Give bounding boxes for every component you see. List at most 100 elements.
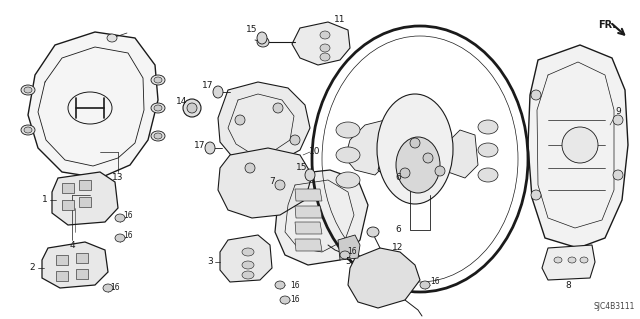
Ellipse shape [290,135,300,145]
Polygon shape [338,235,360,260]
Text: 16: 16 [347,248,357,256]
Ellipse shape [400,168,410,178]
Text: FR.: FR. [598,20,616,30]
Polygon shape [52,172,118,225]
Ellipse shape [257,32,267,44]
Text: 2: 2 [29,263,35,272]
Polygon shape [220,235,272,282]
Text: 8: 8 [565,280,571,290]
Polygon shape [42,242,108,288]
Ellipse shape [568,257,576,263]
Polygon shape [295,206,322,218]
Ellipse shape [367,227,379,237]
Ellipse shape [275,180,285,190]
Ellipse shape [115,234,125,242]
Ellipse shape [423,153,433,163]
Ellipse shape [336,122,360,138]
Ellipse shape [280,296,290,304]
Ellipse shape [187,103,197,113]
Ellipse shape [213,86,223,98]
Ellipse shape [613,170,623,180]
Text: 17: 17 [195,140,205,150]
Polygon shape [345,120,395,175]
Text: 17: 17 [202,80,214,90]
Ellipse shape [24,87,32,93]
Ellipse shape [531,190,541,200]
Text: SJC4B3111: SJC4B3111 [594,302,635,311]
Polygon shape [295,222,322,234]
Text: 15: 15 [296,164,308,173]
Polygon shape [528,45,628,248]
Text: 16: 16 [430,278,440,286]
Polygon shape [79,180,91,190]
Ellipse shape [21,125,35,135]
Ellipse shape [24,127,32,133]
Ellipse shape [115,214,125,222]
Ellipse shape [275,281,285,289]
Text: 6: 6 [395,226,401,234]
Text: 7: 7 [269,177,275,187]
Polygon shape [295,189,322,201]
Ellipse shape [340,251,350,259]
Ellipse shape [21,85,35,95]
Text: 16: 16 [290,280,300,290]
Ellipse shape [478,143,498,157]
Ellipse shape [320,31,330,39]
Text: 15: 15 [246,26,258,34]
Polygon shape [295,239,322,251]
Ellipse shape [562,127,598,163]
Polygon shape [378,135,450,190]
Ellipse shape [205,142,215,154]
Polygon shape [275,170,368,265]
Polygon shape [440,130,478,178]
Ellipse shape [154,105,162,111]
Ellipse shape [242,271,254,279]
Polygon shape [28,32,158,178]
Ellipse shape [377,94,453,204]
Ellipse shape [613,115,623,125]
Ellipse shape [478,120,498,134]
Ellipse shape [154,133,162,139]
Ellipse shape [151,131,165,141]
Ellipse shape [242,248,254,256]
Ellipse shape [151,103,165,113]
Text: 12: 12 [392,243,404,253]
Ellipse shape [410,138,420,148]
Text: 16: 16 [123,211,133,219]
Ellipse shape [478,168,498,182]
Ellipse shape [235,115,245,125]
Ellipse shape [320,53,330,61]
Ellipse shape [420,281,430,289]
Text: 16: 16 [110,284,120,293]
Polygon shape [218,82,310,168]
Polygon shape [542,245,595,280]
Polygon shape [76,269,88,279]
Ellipse shape [336,172,360,188]
Ellipse shape [554,257,562,263]
Ellipse shape [396,137,440,193]
Text: 5: 5 [345,257,351,266]
Ellipse shape [103,284,113,292]
Polygon shape [56,271,68,281]
Ellipse shape [183,99,201,117]
Ellipse shape [257,37,269,47]
Polygon shape [76,253,88,263]
Ellipse shape [580,257,588,263]
Ellipse shape [242,261,254,269]
Ellipse shape [531,90,541,100]
Text: 16: 16 [290,295,300,305]
Ellipse shape [273,103,283,113]
Text: 1: 1 [42,196,48,204]
Ellipse shape [435,166,445,176]
Polygon shape [62,183,74,193]
Text: 6: 6 [395,174,401,182]
Ellipse shape [320,44,330,52]
Polygon shape [348,248,420,308]
Ellipse shape [154,77,162,83]
Polygon shape [62,200,74,210]
Polygon shape [56,255,68,265]
Text: 13: 13 [112,174,124,182]
Text: 14: 14 [176,98,188,107]
Text: 10: 10 [309,147,321,157]
Ellipse shape [107,34,117,42]
